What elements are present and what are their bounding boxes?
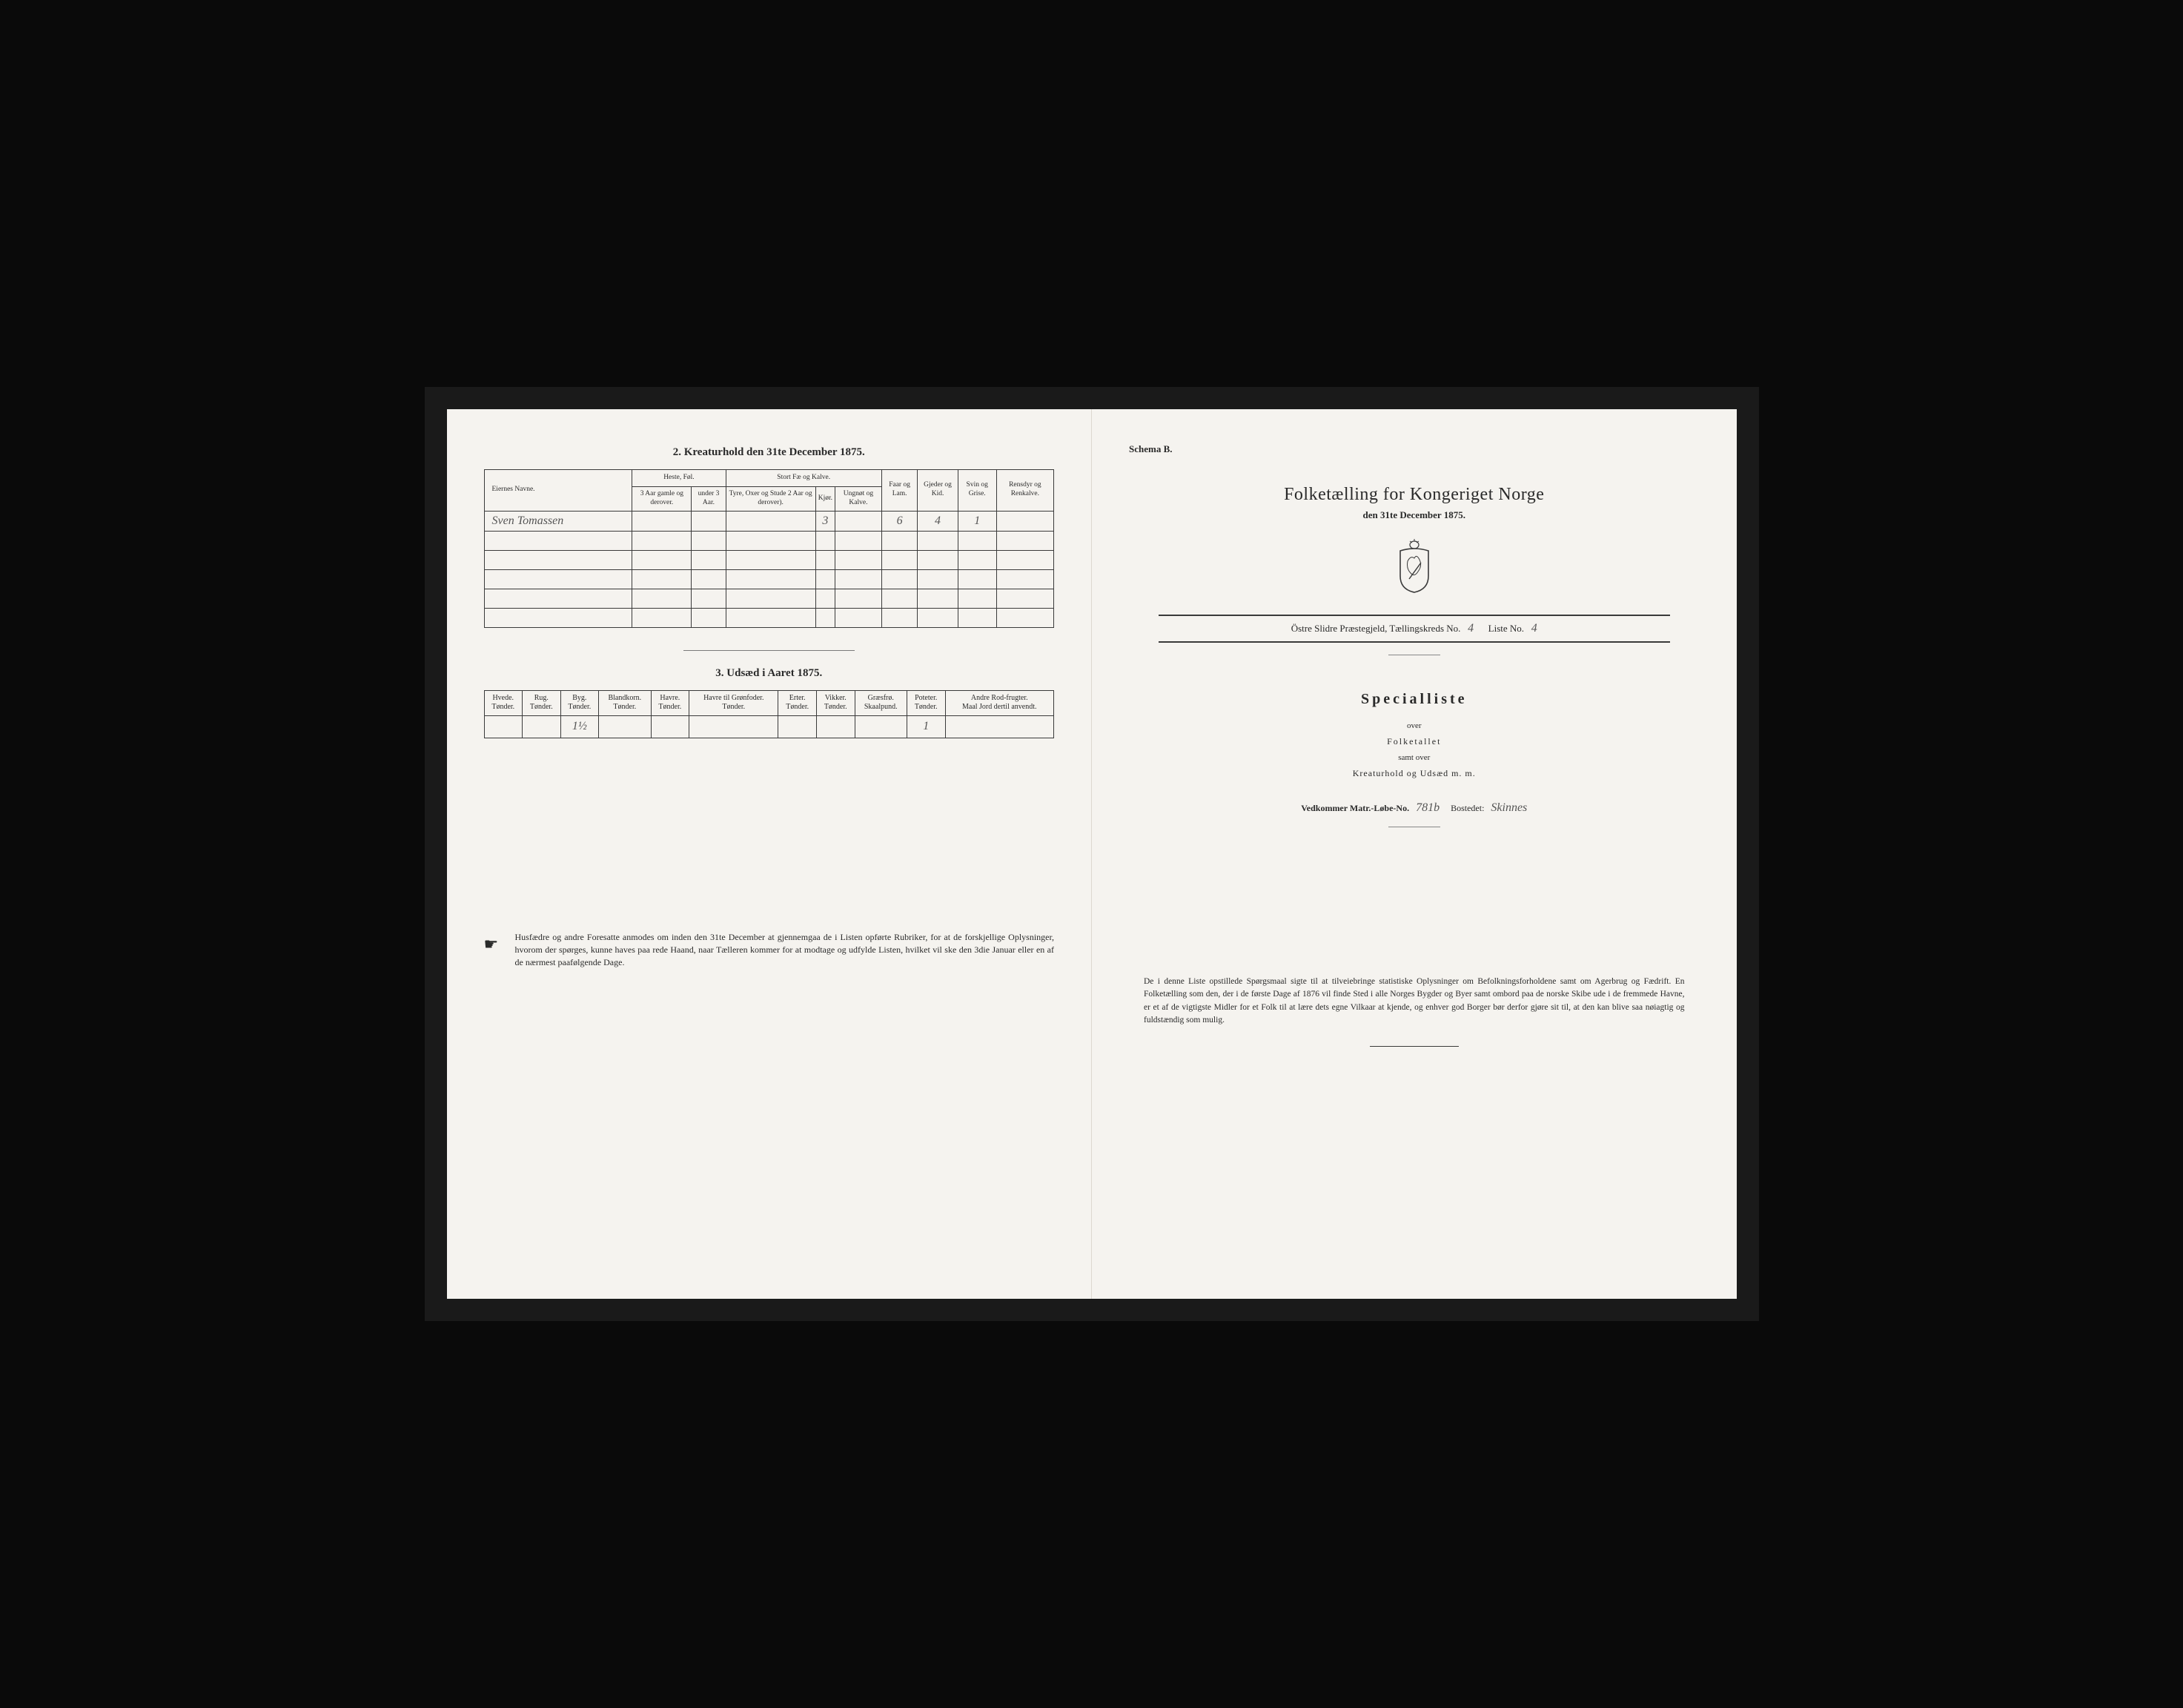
cell-barley: 1½ xyxy=(560,715,599,738)
specialliste-title: Specialliste xyxy=(1129,691,1700,708)
matr-no: 781b xyxy=(1416,801,1440,814)
col-rye: Rug.Tønder. xyxy=(523,690,561,715)
schema-label: Schema B. xyxy=(1129,443,1700,455)
samt-over-label: samt over xyxy=(1129,753,1700,762)
bostedet-label: Bostedet: xyxy=(1451,803,1484,813)
col-grass-seed: Græsfrø.Skaalpund. xyxy=(855,690,907,715)
col-group-horses: Heste, Føl. xyxy=(632,470,726,487)
cell-pigs: 1 xyxy=(958,511,996,531)
census-title: Folketælling for Kongeriget Norge xyxy=(1129,485,1700,505)
bostedet-value: Skinnes xyxy=(1491,801,1527,814)
district-line: Östre Slidre Præstegjeld, Tællingskreds … xyxy=(1159,615,1670,643)
col-sheep: Faar og Lam. xyxy=(881,470,917,512)
col-mixed: Blandkorn.Tønder. xyxy=(599,690,651,715)
table-row xyxy=(484,589,1054,608)
table-row xyxy=(484,569,1054,589)
left-page: 2. Kreaturhold den 31te December 1875. E… xyxy=(447,409,1093,1299)
col-calves: Ungnøt og Kalve. xyxy=(835,486,882,511)
scan-frame: 2. Kreaturhold den 31te December 1875. E… xyxy=(425,387,1759,1321)
seed-table: Hvede.Tønder. Rug.Tønder. Byg.Tønder. Bl… xyxy=(484,690,1055,738)
cell xyxy=(632,511,692,531)
coat-of-arms-icon xyxy=(1393,539,1436,594)
col-owner-name: Eiernes Navne. xyxy=(484,470,632,512)
left-footer-text: Husfædre og andre Foresatte anmodes om i… xyxy=(515,931,1055,970)
col-peas: Erter.Tønder. xyxy=(778,690,817,715)
section-2-title: 2. Kreaturhold den 31te December 1875. xyxy=(484,446,1055,459)
pointing-hand-icon: ☛ xyxy=(484,931,505,970)
table-row xyxy=(484,531,1054,550)
divider xyxy=(1370,1046,1459,1047)
col-reindeer: Rensdyr og Renkalve. xyxy=(996,470,1053,512)
cell-goats: 4 xyxy=(918,511,958,531)
list-no: 4 xyxy=(1531,622,1537,635)
kreaturhold-label: Kreaturhold og Udsæd m. m. xyxy=(1129,768,1700,779)
col-pigs: Svin og Grise. xyxy=(958,470,996,512)
census-date: den 31te December 1875. xyxy=(1129,509,1700,521)
col-barley: Byg.Tønder. xyxy=(560,690,599,715)
cell xyxy=(996,511,1053,531)
col-horse-under3: under 3 Aar. xyxy=(692,486,726,511)
document-paper: 2. Kreaturhold den 31te December 1875. E… xyxy=(447,409,1737,1299)
cell-potatoes: 1 xyxy=(907,715,945,738)
col-roots: Andre Rod-frugter.Maal Jord dertil anven… xyxy=(945,690,1054,715)
section-3-title: 3. Udsæd i Aaret 1875. xyxy=(484,667,1055,680)
right-footer-text: De i denne Liste opstillede Spørgsmaal s… xyxy=(1129,976,1700,1027)
col-potatoes: Poteter.Tønder. xyxy=(907,690,945,715)
col-wheat: Hvede.Tønder. xyxy=(484,690,523,715)
livestock-table: Eiernes Navne. Heste, Føl. Stort Fæ og K… xyxy=(484,469,1055,628)
col-green-oats: Havre til Grønfoder.Tønder. xyxy=(689,690,778,715)
col-vetch: Vikker.Tønder. xyxy=(816,690,855,715)
table-row xyxy=(484,608,1054,627)
divider xyxy=(683,650,855,651)
col-oats: Havre.Tønder. xyxy=(651,690,689,715)
cell-sheep: 6 xyxy=(881,511,917,531)
vedkommer-line: Vedkommer Matr.-Løbe-No. 781b Bostedet: … xyxy=(1129,801,1700,815)
list-no-label: Liste No. xyxy=(1488,623,1524,634)
col-group-cattle: Stort Fæ og Kalve. xyxy=(726,470,881,487)
district-prefix: Östre Slidre Præstegjeld, Tællingskreds … xyxy=(1291,623,1461,634)
col-horse-3plus: 3 Aar gamle og derover. xyxy=(632,486,692,511)
cell-owner-name: Sven Tomassen xyxy=(484,511,632,531)
cell xyxy=(726,511,815,531)
table-row: Sven Tomassen 3 6 4 1 xyxy=(484,511,1054,531)
col-cows: Kjør. xyxy=(815,486,835,511)
cell xyxy=(692,511,726,531)
table-row xyxy=(484,550,1054,569)
folketallet-label: Folketallet xyxy=(1129,736,1700,747)
col-goats: Gjeder og Kid. xyxy=(918,470,958,512)
table-row: 1½ 1 xyxy=(484,715,1054,738)
cell-cows: 3 xyxy=(815,511,835,531)
vedkommer-label: Vedkommer Matr.-Løbe-No. xyxy=(1301,803,1409,813)
col-bulls: Tyre, Oxer og Stude 2 Aar og derover). xyxy=(726,486,815,511)
over-label: over xyxy=(1129,721,1700,730)
left-footer-note: ☛ Husfædre og andre Foresatte anmodes om… xyxy=(484,931,1055,970)
livestock-table-wrap: Eiernes Navne. Heste, Føl. Stort Fæ og K… xyxy=(484,469,1055,628)
cell xyxy=(835,511,882,531)
district-kreds-no: 4 xyxy=(1468,622,1474,635)
right-page: Schema B. Folketælling for Kongeriget No… xyxy=(1092,409,1737,1299)
